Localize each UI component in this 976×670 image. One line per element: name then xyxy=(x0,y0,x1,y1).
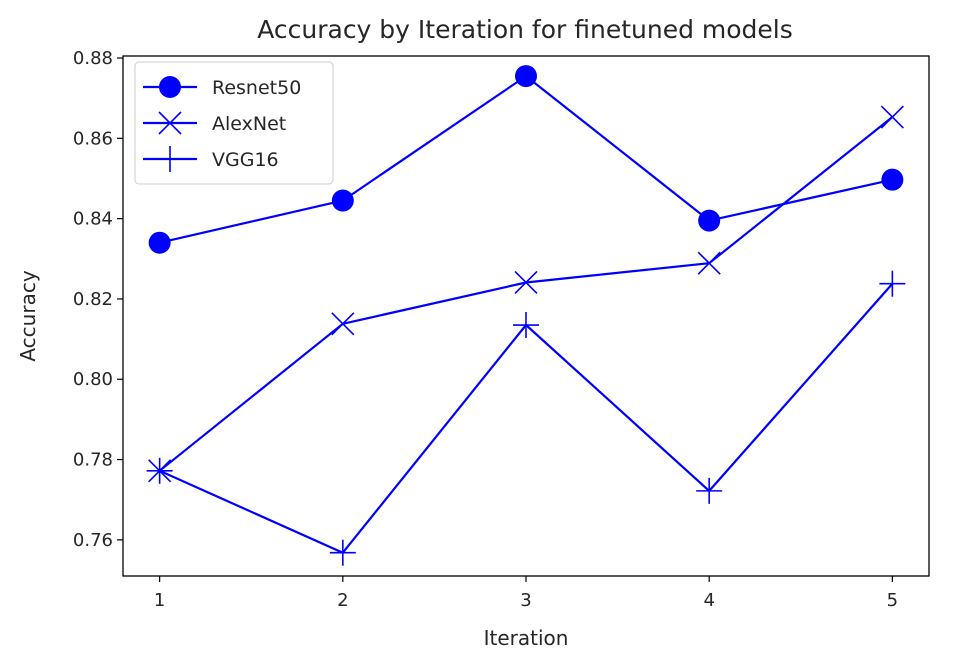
legend-label: Resnet50 xyxy=(212,77,301,99)
resnet50-point xyxy=(515,65,537,88)
legend-label: AlexNet xyxy=(212,113,286,135)
vgg16-point xyxy=(146,457,173,484)
legend-box xyxy=(134,61,334,185)
legend-marker xyxy=(158,111,182,135)
vgg16-point xyxy=(696,477,723,504)
series-layer xyxy=(146,65,906,566)
legend-marker xyxy=(159,76,181,98)
axis-ticks: 1 2 3 4 5 0.76 0.78 0.80 0.82 0.84 0.86 0.88 xyxy=(73,48,898,611)
vgg16-point xyxy=(513,312,539,339)
y-tick-label: 0.80 xyxy=(73,369,113,390)
alexnet-point xyxy=(697,251,721,275)
resnet50-point xyxy=(881,168,904,191)
plot-frame xyxy=(122,55,930,577)
legend-label: VGG16 xyxy=(212,149,279,171)
x-tick-label: 4 xyxy=(703,590,714,611)
legend-item-resnet50: Resnet50 xyxy=(143,76,301,99)
x-tick-label: 2 xyxy=(337,590,348,611)
y-tick-label: 0.86 xyxy=(73,128,113,149)
legend-item-alexnet: AlexNet xyxy=(143,111,286,135)
vgg16-point xyxy=(879,270,906,297)
series-vgg16 xyxy=(146,270,906,566)
legend-marker xyxy=(157,146,183,172)
y-axis-label: Accuracy xyxy=(16,270,40,361)
chart-title: Accuracy by Iteration for finetuned mode… xyxy=(257,15,793,44)
y-tick-label: 0.78 xyxy=(73,450,113,471)
alexnet-point xyxy=(331,312,355,336)
y-tick-label: 0.84 xyxy=(73,209,113,230)
alexnet-point xyxy=(514,270,538,295)
resnet50-point xyxy=(148,231,171,254)
x-tick-label: 3 xyxy=(520,590,531,611)
series-resnet50 xyxy=(148,65,904,254)
legend-item-vgg16: VGG16 xyxy=(143,146,279,172)
series-alexnet xyxy=(148,105,904,483)
y-tick-label: 0.82 xyxy=(73,289,113,310)
x-axis-label: Iteration xyxy=(484,626,569,650)
y-tick-label: 0.88 xyxy=(73,48,113,69)
x-tick-label: 1 xyxy=(154,590,165,611)
resnet50-point xyxy=(331,189,354,212)
vgg16-point xyxy=(329,539,356,566)
resnet50-point xyxy=(698,209,721,232)
x-tick-label: 5 xyxy=(887,590,898,611)
alexnet-point xyxy=(880,105,904,129)
y-tick-label: 0.76 xyxy=(73,530,113,551)
legend: Resnet50 AlexNet VGG16 xyxy=(134,61,334,185)
